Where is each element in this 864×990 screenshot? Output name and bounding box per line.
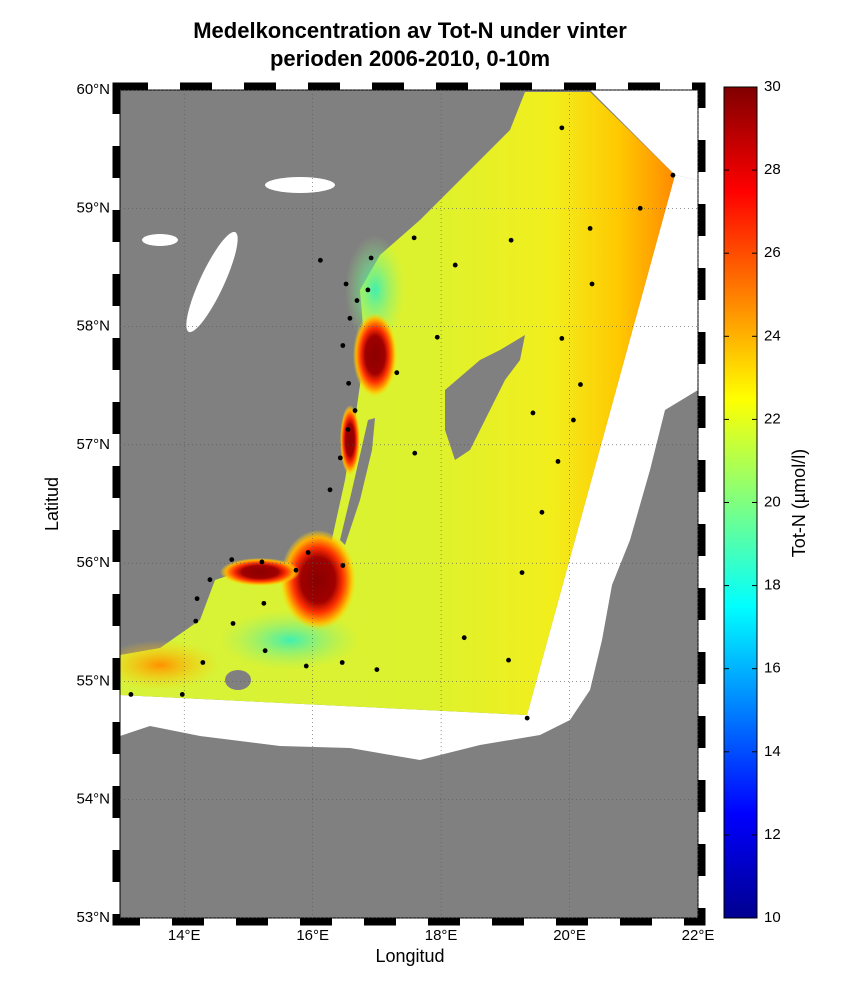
title-line: perioden 2006-2010, 0-10m: [270, 46, 550, 71]
hotspot: [353, 313, 397, 397]
colorbar-tick-label: 20: [764, 493, 781, 510]
model-domain: [120, 92, 675, 715]
station: [670, 172, 676, 178]
hotspot: [280, 530, 356, 630]
station: [293, 567, 299, 573]
y-tick-label: 53°N: [76, 909, 110, 926]
station: [347, 315, 353, 321]
station: [411, 235, 417, 241]
gotland: [445, 335, 525, 460]
station: [434, 334, 440, 340]
x-axis-label: Longitud: [375, 946, 444, 966]
y-tick-label: 59°N: [76, 199, 110, 216]
station: [412, 450, 418, 456]
sea: [590, 90, 698, 180]
station: [207, 577, 213, 583]
station: [374, 667, 380, 672]
station: [530, 410, 536, 416]
station: [340, 343, 346, 348]
oland: [340, 418, 375, 545]
station: [346, 380, 352, 386]
x-tick-label: 22°E: [682, 927, 715, 944]
station: [559, 336, 565, 341]
station: [343, 281, 349, 287]
station: [229, 557, 235, 562]
y-tick-label: 56°N: [76, 554, 110, 571]
colorbar-tick-label: 26: [764, 244, 781, 261]
y-tick-label: 54°N: [76, 791, 110, 808]
station: [354, 298, 360, 303]
colorbar-tick-label: 22: [764, 410, 781, 427]
sea: [120, 175, 698, 760]
colorbar-tick-label: 24: [764, 327, 781, 344]
y-tick-label: 60°N: [76, 81, 110, 98]
colorbar-tick-label: 12: [764, 826, 781, 843]
station: [394, 370, 400, 376]
lake: [265, 177, 335, 193]
x-tick-label: 16°E: [296, 927, 329, 944]
station: [128, 692, 134, 697]
station: [524, 715, 530, 721]
station: [337, 455, 343, 461]
station: [327, 487, 333, 493]
hotspot: [120, 640, 220, 690]
y-tick-label: 55°N: [76, 672, 110, 689]
colorbar-tick-label: 14: [764, 743, 781, 760]
station: [345, 427, 351, 432]
station: [365, 287, 371, 293]
colorbar-tick-label: 28: [764, 161, 781, 178]
station: [571, 417, 576, 423]
station: [194, 596, 200, 602]
station: [352, 408, 358, 413]
hotspot: [220, 558, 300, 586]
colorbar-label: Tot-N (µmol/l): [789, 449, 809, 557]
station: [506, 657, 511, 663]
y-axis-label: Latitud: [42, 477, 62, 531]
station: [305, 550, 311, 555]
station: [262, 648, 268, 654]
station: [587, 225, 593, 231]
station: [559, 125, 565, 131]
station: [368, 255, 374, 261]
x-tick-label: 14°E: [168, 927, 201, 944]
station: [259, 559, 265, 565]
y-tick-label: 58°N: [76, 318, 110, 335]
map-layer: [120, 90, 698, 918]
station: [193, 618, 199, 624]
station: [230, 621, 236, 626]
station: [539, 509, 545, 515]
colorbar-tick-label: 16: [764, 660, 781, 677]
station: [200, 660, 206, 665]
station: [452, 262, 458, 268]
station: [461, 635, 467, 641]
station: [519, 570, 525, 576]
x-tick-label: 20°E: [553, 927, 586, 944]
station: [578, 382, 583, 387]
station: [555, 459, 561, 464]
colorbar-tick-label: 10: [764, 909, 781, 926]
station: [339, 660, 345, 665]
station: [637, 205, 643, 211]
hotspot: [340, 405, 360, 475]
station: [179, 692, 185, 697]
low-area: [345, 235, 405, 345]
colorbar-tick-label: 18: [764, 577, 781, 594]
bornholm: [225, 670, 251, 690]
lake: [186, 231, 238, 333]
station: [589, 281, 595, 287]
station: [340, 563, 346, 568]
y-tick-label: 57°N: [76, 436, 110, 453]
colorbar-tick-label: 30: [764, 78, 781, 95]
lake: [142, 234, 178, 246]
station: [508, 237, 514, 243]
station: [261, 600, 267, 606]
x-tick-label: 18°E: [425, 927, 458, 944]
title-line: Medelkoncentration av Tot-N under vinter: [193, 18, 627, 43]
station: [303, 663, 309, 669]
station: [317, 257, 323, 263]
